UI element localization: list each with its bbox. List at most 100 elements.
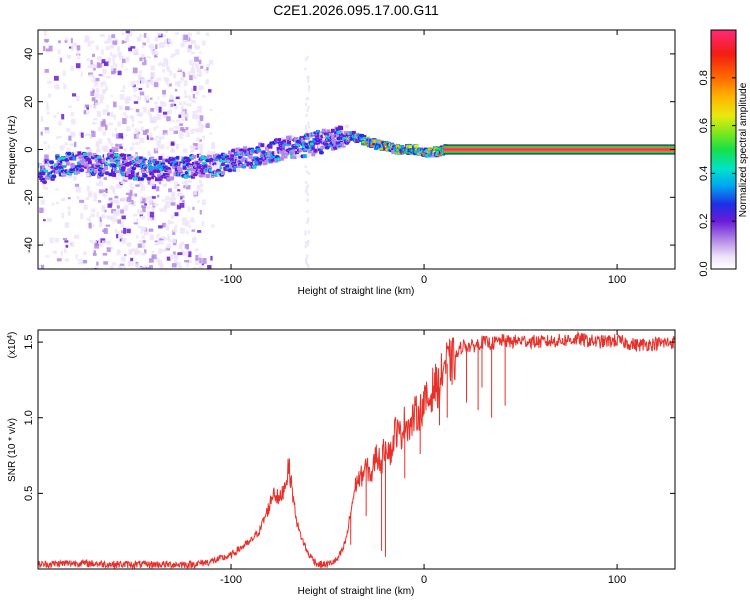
speckle	[90, 91, 95, 96]
speckle	[170, 55, 174, 59]
speckle	[61, 114, 65, 120]
speckle	[184, 90, 187, 95]
ridge-blob	[158, 176, 163, 181]
speckle	[44, 38, 49, 42]
speckle	[192, 110, 196, 116]
ridge-blob	[39, 163, 44, 168]
speckle	[74, 183, 80, 187]
speckle	[175, 106, 178, 109]
speckle	[140, 126, 144, 132]
speckle	[304, 67, 307, 71]
speckle	[153, 138, 157, 141]
ridge-blob	[317, 132, 322, 137]
speckle	[86, 149, 92, 154]
ridge-blob	[93, 169, 98, 174]
speckle	[63, 248, 67, 254]
speckle	[179, 123, 183, 126]
speckle	[174, 256, 178, 262]
speckle	[99, 222, 102, 228]
speckle	[197, 230, 202, 233]
speckle	[126, 126, 131, 132]
ridge-core	[135, 163, 141, 168]
snr-xtick-label: -100	[220, 574, 242, 586]
speckle	[147, 37, 150, 43]
speckle	[92, 53, 95, 58]
speckle	[183, 101, 187, 106]
spectrogram-scatter-cloud	[38, 30, 311, 269]
ridge-blob	[335, 133, 340, 138]
speckle	[68, 135, 72, 141]
speckle	[142, 59, 147, 66]
speckle	[150, 117, 155, 124]
speckle	[307, 105, 310, 109]
ridge-blob	[311, 146, 316, 151]
speckle	[84, 38, 90, 43]
speckle	[149, 97, 153, 100]
speckle	[90, 59, 93, 65]
speckle	[96, 56, 102, 60]
speckle	[70, 112, 74, 117]
colorbar-tick-label: 0.8	[698, 70, 710, 85]
ridge-blob	[188, 171, 193, 176]
ridge-core	[413, 144, 419, 148]
speckle	[146, 135, 149, 140]
ridge-blob	[391, 150, 396, 154]
speckle	[164, 39, 167, 45]
speckle	[136, 267, 142, 269]
speckle	[120, 90, 125, 93]
ridge-blob	[237, 150, 242, 154]
speckle	[120, 162, 124, 168]
speckle	[134, 80, 138, 83]
speckle	[105, 124, 108, 131]
speckle	[141, 226, 147, 231]
speckle	[55, 188, 59, 191]
speckle	[166, 256, 171, 261]
ridge-blob	[280, 156, 285, 161]
speckle	[61, 212, 65, 219]
spec-ytick-label: -20	[23, 189, 35, 205]
speckle	[106, 38, 112, 43]
speckle	[152, 82, 156, 86]
ridge-core	[227, 168, 233, 173]
ridge-blob	[177, 166, 181, 170]
snr-xlabel: Height of straight line (km)	[298, 586, 415, 597]
speckle	[121, 32, 125, 36]
ridge-blob	[111, 158, 115, 163]
speckle	[169, 83, 172, 87]
speckle	[194, 190, 197, 196]
speckle	[114, 229, 118, 233]
speckle	[87, 42, 92, 47]
speckle	[172, 229, 178, 233]
speckle	[131, 123, 135, 127]
speckle	[189, 59, 193, 65]
speckle	[67, 176, 73, 179]
speckle	[186, 262, 189, 268]
speckle	[53, 115, 57, 119]
ridge-blob	[80, 161, 85, 166]
speckle	[149, 137, 154, 141]
ridge-blob	[289, 136, 294, 141]
ridge-blob	[351, 130, 356, 135]
speckle	[191, 63, 194, 70]
speckle	[137, 74, 142, 81]
speckle	[179, 199, 182, 206]
speckle	[162, 62, 166, 68]
speckle	[44, 154, 49, 160]
speckle	[114, 217, 118, 223]
speckle	[56, 136, 59, 139]
speckle	[172, 197, 177, 201]
speckle	[46, 105, 50, 110]
ridge-blob	[174, 167, 179, 172]
ridge-core	[49, 160, 55, 164]
speckle	[154, 105, 159, 111]
speckle	[93, 64, 97, 70]
speckle	[200, 86, 204, 90]
speckle	[111, 132, 114, 137]
speckle	[307, 230, 310, 234]
speckle	[111, 146, 114, 153]
speckle	[146, 85, 150, 89]
speckle	[84, 104, 89, 108]
speckle	[98, 181, 104, 187]
speckle	[54, 84, 59, 90]
speckle	[191, 69, 196, 74]
